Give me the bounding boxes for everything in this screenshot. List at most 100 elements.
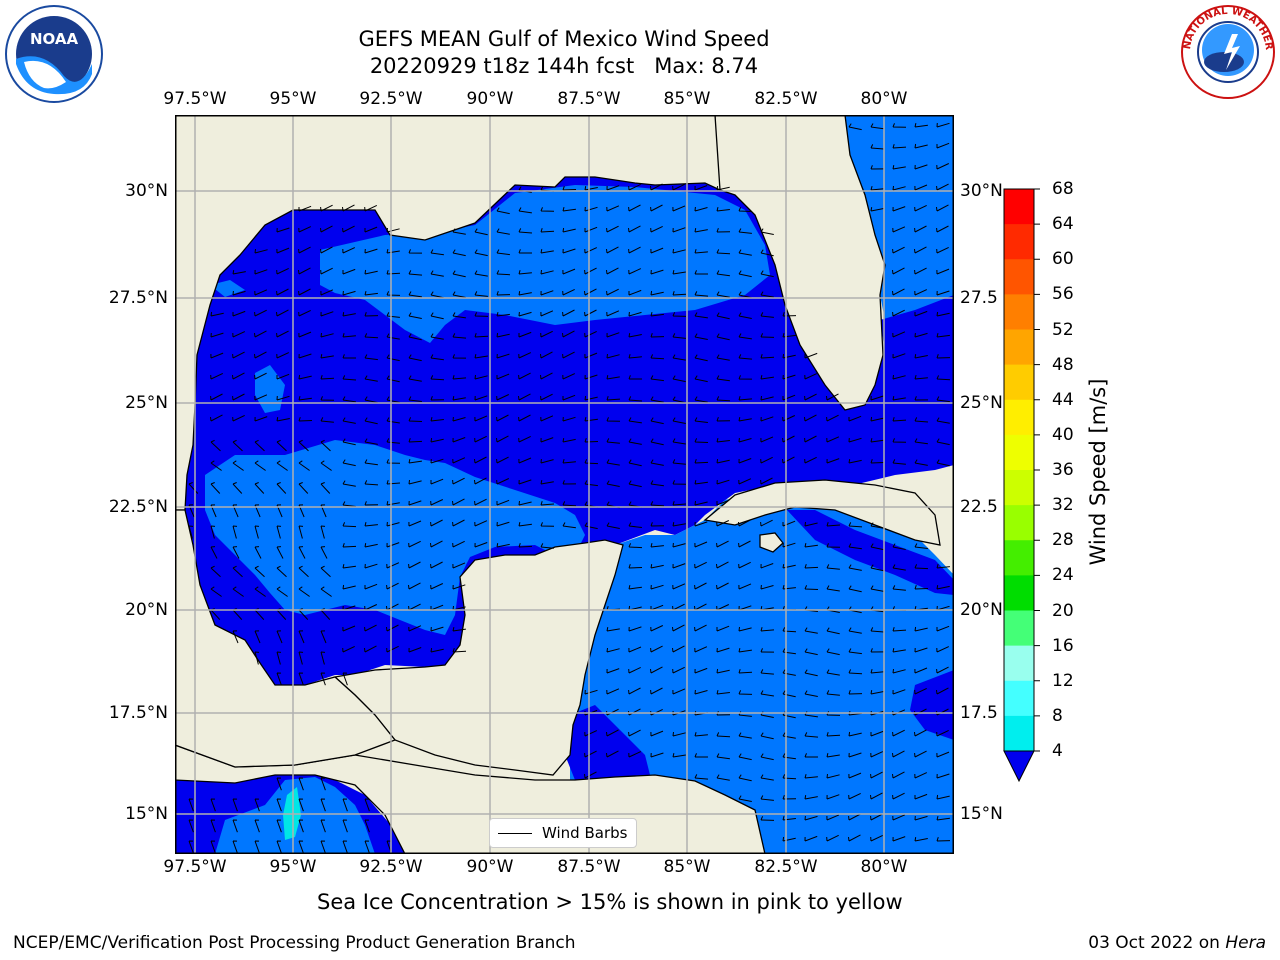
wind-barb xyxy=(914,543,928,549)
wind-barb xyxy=(254,248,268,254)
wind-barb xyxy=(716,354,730,361)
wind-barb xyxy=(518,207,532,214)
colorbar-tick-label: 32 xyxy=(1052,495,1074,516)
wind-barb xyxy=(694,732,708,737)
wind-barb xyxy=(430,499,444,506)
wind-barb xyxy=(892,836,906,842)
wind-barb xyxy=(452,395,466,401)
wind-barb xyxy=(826,627,840,635)
wind-barb xyxy=(914,585,929,590)
wind-barb xyxy=(628,729,641,737)
wind-barb xyxy=(760,477,773,485)
wind-barb xyxy=(474,415,488,422)
wind-barb xyxy=(848,731,862,737)
wind-barb xyxy=(672,624,685,632)
chart-subtitle: 20220929 t18z 144h fcst Max: 8.74 xyxy=(369,54,759,78)
wind-barb xyxy=(540,228,555,233)
wind-barb xyxy=(276,460,288,471)
wind-barb xyxy=(452,312,466,319)
wind-barb xyxy=(936,459,950,467)
colorbar-extend-arrow xyxy=(1003,750,1035,783)
wind-barb xyxy=(716,249,731,255)
wind-barb xyxy=(606,246,619,254)
wind-barb xyxy=(782,795,797,800)
wind-barb xyxy=(276,672,282,686)
wind-barb xyxy=(782,520,796,527)
colorbar-tick-label: 24 xyxy=(1052,565,1074,586)
legend-label: Wind Barbs xyxy=(542,824,628,842)
wind-barb xyxy=(738,561,751,569)
wind-barb xyxy=(716,459,730,464)
wind-barb xyxy=(628,417,642,424)
wind-barb xyxy=(386,438,400,444)
wind-barb xyxy=(364,354,378,361)
wind-barb xyxy=(672,248,686,254)
lat-tick-right: 30°N xyxy=(960,181,1003,201)
colorbar-tick-label: 48 xyxy=(1052,354,1074,375)
wind-barb xyxy=(254,416,268,422)
wind-barb xyxy=(936,666,949,674)
wind-barb xyxy=(936,246,949,254)
wind-barb xyxy=(760,291,774,298)
wind-barb xyxy=(650,333,665,338)
wind-barb xyxy=(804,521,818,527)
wind-barb xyxy=(716,479,730,485)
wind-barb xyxy=(826,814,840,821)
wind-barb xyxy=(892,185,906,191)
wind-barb xyxy=(760,354,775,359)
wind-barb xyxy=(672,227,686,233)
wind-barb xyxy=(936,332,950,338)
wind-barb xyxy=(254,330,267,338)
wind-barb xyxy=(342,247,356,254)
wind-barb xyxy=(914,438,928,445)
wind-barb xyxy=(474,291,488,297)
wind-barb xyxy=(254,394,268,401)
wind-barb xyxy=(232,586,244,597)
wind-barb xyxy=(738,437,752,443)
wind-barb xyxy=(760,816,775,821)
wind-barb xyxy=(452,648,467,653)
wind-barb xyxy=(342,645,355,653)
wind-barb xyxy=(540,458,554,464)
wind-barb xyxy=(518,311,532,317)
wind-barb xyxy=(716,774,730,781)
wind-barb xyxy=(474,353,488,359)
colorbar-band xyxy=(1004,434,1034,471)
wind-barb xyxy=(276,525,282,539)
colorbar-band xyxy=(1004,540,1034,576)
wind-barb xyxy=(782,332,796,338)
wind-barb xyxy=(430,648,444,653)
wind-barb xyxy=(870,648,885,653)
wind-barb xyxy=(584,459,599,465)
wind-barb xyxy=(408,479,422,485)
wind-barb xyxy=(914,750,927,758)
wind-barb xyxy=(848,564,862,571)
wind-barb xyxy=(584,374,598,380)
wind-barb xyxy=(760,690,774,697)
wind-barb xyxy=(650,625,664,632)
wind-barb xyxy=(430,438,444,443)
wind-barb xyxy=(936,417,950,424)
wind-barb xyxy=(606,353,620,359)
wind-barb xyxy=(188,525,194,539)
wind-barb xyxy=(210,393,223,401)
wind-barb xyxy=(782,312,797,317)
wind-barb xyxy=(694,500,708,506)
wind-barb xyxy=(386,582,399,590)
wind-barb xyxy=(892,792,905,800)
wind-barb xyxy=(518,457,532,464)
lat-tick-right: 25°N xyxy=(960,393,1003,413)
wind-barb xyxy=(232,819,238,833)
colorbar-tick-label: 28 xyxy=(1052,530,1074,551)
wind-barb xyxy=(936,815,950,821)
lat-tick-left: 30°N xyxy=(125,181,168,201)
wind-barb xyxy=(628,225,641,233)
wind-barb xyxy=(540,207,555,212)
wind-barb xyxy=(342,798,348,812)
noaa-logo-text: NOAA xyxy=(30,30,79,48)
chart-title: GEFS MEAN Gulf of Mexico Wind Speed xyxy=(358,27,770,51)
wind-barb xyxy=(276,586,288,597)
wind-barb xyxy=(826,564,840,570)
wind-barb xyxy=(298,205,312,212)
wind-barb xyxy=(276,395,290,401)
